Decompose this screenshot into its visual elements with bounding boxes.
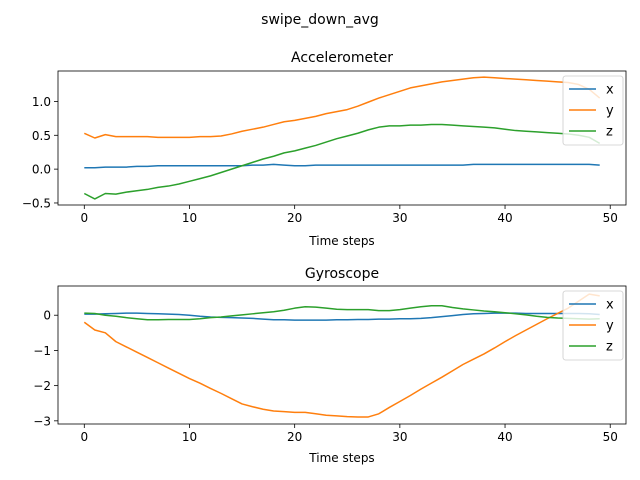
legend-label-y: y bbox=[606, 104, 614, 119]
y-tick-label: 0.0 bbox=[32, 163, 51, 177]
x-tick-label: 30 bbox=[392, 430, 407, 444]
accelerometer-panel: Accelerometer Time steps 0 10 20 30 40 50 −0.5… bbox=[22, 50, 627, 248]
x-axis-label: Time steps bbox=[308, 234, 374, 248]
x-tick-label: 10 bbox=[182, 211, 197, 225]
panel-title: Gyroscope bbox=[305, 266, 379, 282]
y-tick-label: −0.5 bbox=[22, 196, 51, 210]
legend-label-z: z bbox=[606, 340, 613, 355]
legend-label-x: x bbox=[606, 83, 614, 98]
legend-label-z: z bbox=[606, 125, 613, 140]
y-tick-label: 0 bbox=[43, 309, 51, 323]
x-tick-label: 50 bbox=[603, 430, 618, 444]
legend: xyz bbox=[562, 75, 624, 146]
y-tick-label: −2 bbox=[33, 379, 51, 393]
gyroscope-panel: Gyroscope Time steps 0 10 20 30 40 50 −3 −2 −1 0 x… bbox=[33, 266, 627, 465]
x-tick-label: 20 bbox=[287, 211, 302, 225]
series-line-y bbox=[83, 293, 600, 418]
series-line-x bbox=[84, 163, 600, 169]
panel-title: Accelerometer bbox=[291, 50, 393, 66]
legend-label-x: x bbox=[606, 298, 614, 313]
y-tick-label: 0.5 bbox=[32, 129, 51, 143]
axes-frame bbox=[57, 70, 627, 206]
x-tick-label: 40 bbox=[497, 430, 512, 444]
x-tick-label: 40 bbox=[497, 211, 512, 225]
legend-label-y: y bbox=[606, 319, 614, 334]
y-tick-label: 1.0 bbox=[32, 95, 51, 109]
x-tick-label: 0 bbox=[80, 430, 88, 444]
x-tick-label: 30 bbox=[392, 211, 407, 225]
series-line-y bbox=[83, 76, 601, 139]
series-line-z bbox=[84, 304, 600, 321]
series-line-z bbox=[83, 123, 601, 200]
y-tick-label: −1 bbox=[33, 344, 51, 358]
x-tick-label: 10 bbox=[182, 430, 197, 444]
y-tick-label: −3 bbox=[33, 414, 51, 428]
axes-frame bbox=[57, 285, 627, 425]
legend: xyz bbox=[562, 290, 624, 361]
x-tick-label: 0 bbox=[80, 211, 88, 225]
x-tick-label: 50 bbox=[603, 211, 618, 225]
x-axis-label: Time steps bbox=[308, 451, 374, 465]
x-tick-label: 20 bbox=[287, 430, 302, 444]
figure-title: swipe_down_avg bbox=[261, 12, 379, 28]
